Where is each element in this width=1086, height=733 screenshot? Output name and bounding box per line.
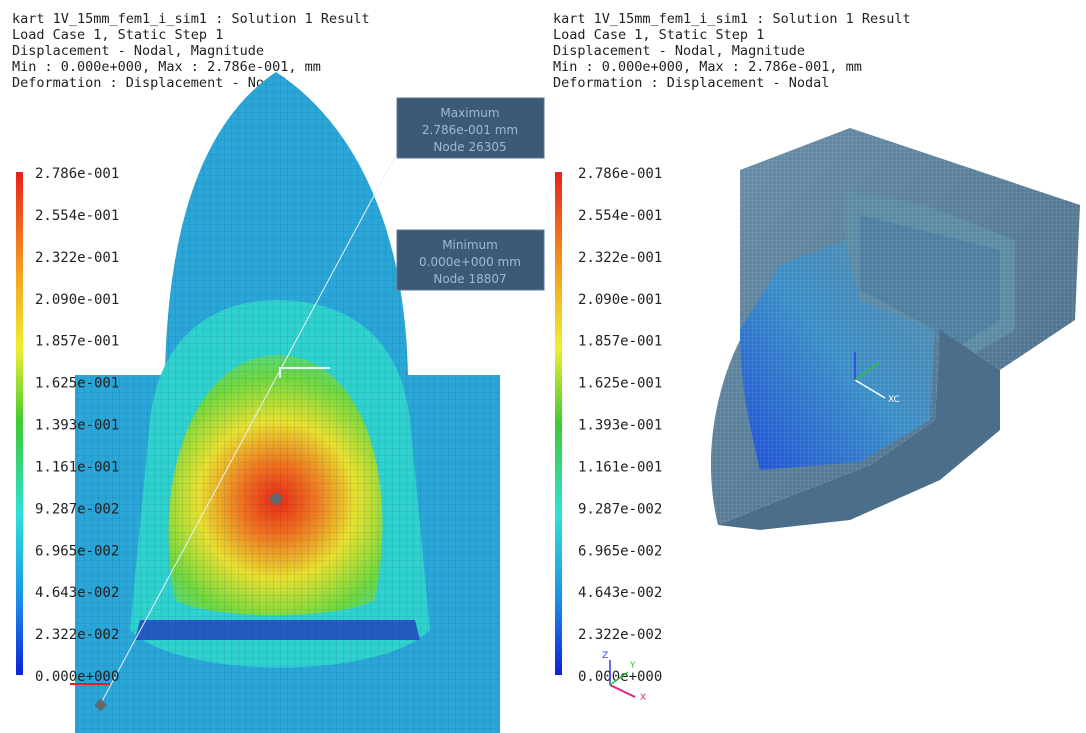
legend-label: 6.965e-002 [35,543,119,559]
mesh-model [70,72,500,733]
legend-label: 1.857e-001 [35,334,119,350]
legend-label: 9.287e-002 [35,501,119,517]
triad-label: X [640,693,646,703]
legend: 2.786e-001 2.554e-001 2.322e-001 2.090e-001… [578,166,662,685]
header-line: Load Case 1, Static Step 1 [553,27,764,43]
header-line: kart 1V_15mm_fem1_i_sim1 : Solution 1 Re… [553,11,911,27]
header: kart 1V_15mm_fem1_i_sim1 : Solution 1 Re… [12,11,370,91]
legend-label: 1.857e-001 [578,334,662,350]
legend-label: 9.287e-002 [578,501,662,517]
header-line: Displacement - Nodal, Magnitude [553,43,805,59]
annotation-line: Node 26305 [433,140,506,154]
header: kart 1V_15mm_fem1_i_sim1 : Solution 1 Re… [553,11,911,91]
annotation-line: 0.000e+000 mm [419,255,521,269]
legend-label: 2.322e-001 [578,250,662,266]
legend-label: 1.393e-001 [35,418,119,434]
header-line: Deformation : Displacement - Nodal [553,75,829,91]
mesh-model: XC Z Y X [602,128,1080,703]
result-view: kart 1V_15mm_fem1_i_sim1 : Solution 1 Re… [0,0,1086,733]
legend-label: 1.393e-001 [578,418,662,434]
csys-label: XC [888,395,900,405]
header-line: Load Case 1, Static Step 1 [12,27,223,43]
annotation-line: Minimum [442,238,498,252]
header-line: Displacement - Nodal, Magnitude [12,43,264,59]
viewport: kart 1V_15mm_fem1_i_sim1 : Solution 1 Re… [0,0,1086,733]
header-line: Deformation : Displacement - Nodal [12,75,288,91]
triad-label: Z [602,651,608,661]
legend-label: 4.643e-002 [35,585,119,601]
color-bar [16,172,23,675]
legend-label: 2.786e-001 [578,166,662,182]
legend-label: 2.786e-001 [35,166,119,182]
color-bar [555,172,562,675]
legend-label: 2.322e-002 [578,627,662,643]
legend-label: 2.090e-001 [35,292,119,308]
header-line: kart 1V_15mm_fem1_i_sim1 : Solution 1 Re… [12,11,370,27]
legend-label: 1.161e-001 [35,459,119,475]
legend-label: 1.625e-001 [35,376,119,392]
header-line: Min : 0.000e+000, Max : 2.786e-001, mm [553,59,862,75]
annotation-line: 2.786e-001 mm [422,123,518,137]
legend-label: 1.625e-001 [578,376,662,392]
header-line: Min : 0.000e+000, Max : 2.786e-001, mm [12,59,321,75]
legend-label: 0.000e+000 [35,669,119,685]
legend-label: 6.965e-002 [578,543,662,559]
annotation-line: Maximum [440,106,499,120]
legend-label: 2.322e-001 [35,250,119,266]
legend-label: 2.554e-001 [578,208,662,224]
annotation-line: Node 18807 [433,272,506,286]
legend-label: 2.554e-001 [35,208,119,224]
legend-label: 4.643e-002 [578,585,662,601]
triad-label: Y [629,661,636,671]
legend-label: 2.322e-002 [35,627,119,643]
annotations: Maximum 2.786e-001 mm Node 26305 Minimum 0.0… [397,98,544,290]
legend-label: 1.161e-001 [578,459,662,475]
legend-label: 2.090e-001 [578,292,662,308]
